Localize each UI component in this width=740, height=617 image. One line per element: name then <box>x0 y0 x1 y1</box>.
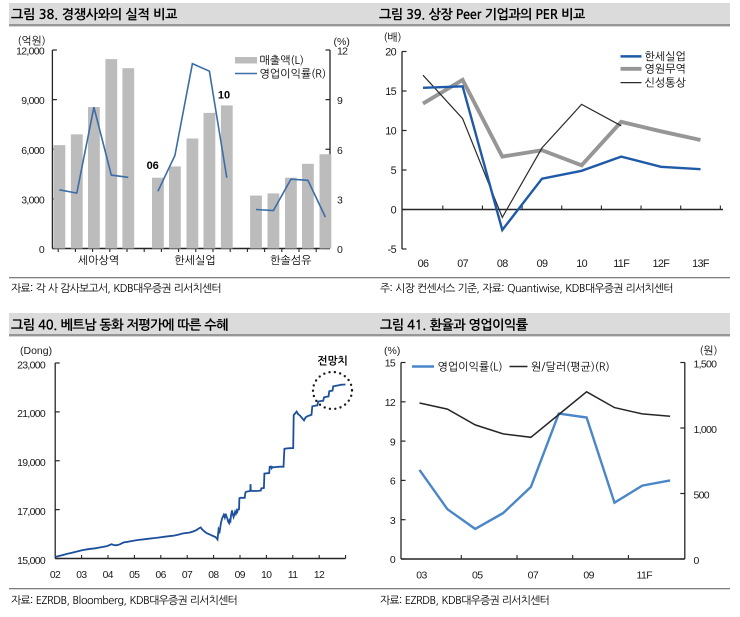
svg-text:19,000: 19,000 <box>17 457 46 469</box>
svg-text:1,500: 1,500 <box>694 359 718 371</box>
svg-text:08: 08 <box>497 258 508 270</box>
svg-text:15: 15 <box>385 86 396 98</box>
svg-text:6: 6 <box>337 145 343 157</box>
svg-text:04: 04 <box>103 570 114 581</box>
svg-text:17,000: 17,000 <box>17 506 46 518</box>
svg-text:07: 07 <box>182 570 193 581</box>
svg-text:(%): (%) <box>334 36 350 48</box>
svg-text:12: 12 <box>337 46 348 58</box>
svg-text:0: 0 <box>391 205 397 217</box>
svg-text:11F: 11F <box>637 570 653 582</box>
svg-text:10: 10 <box>576 258 587 270</box>
svg-text:10: 10 <box>218 89 230 101</box>
svg-text:12: 12 <box>385 397 396 409</box>
svg-text:07: 07 <box>528 570 539 582</box>
svg-text:(%): (%) <box>384 345 400 357</box>
svg-text:02: 02 <box>50 570 61 581</box>
svg-text:03: 03 <box>76 570 87 581</box>
svg-text:0: 0 <box>694 555 700 567</box>
svg-text:09: 09 <box>537 258 548 270</box>
svg-text:6: 6 <box>390 476 396 488</box>
svg-text:(Dong): (Dong) <box>20 345 52 357</box>
svg-text:10: 10 <box>385 126 396 138</box>
svg-text:3: 3 <box>390 515 396 527</box>
svg-text:12,000: 12,000 <box>16 46 45 58</box>
svg-text:15,000: 15,000 <box>17 555 46 567</box>
svg-text:13F: 13F <box>692 258 710 270</box>
svg-text:09: 09 <box>235 570 246 581</box>
svg-text:08: 08 <box>208 570 219 581</box>
svg-text:11F: 11F <box>613 258 630 270</box>
svg-text:1,000: 1,000 <box>694 424 718 436</box>
svg-text:23,000: 23,000 <box>17 359 46 371</box>
svg-text:9: 9 <box>390 436 396 448</box>
svg-text:9,000: 9,000 <box>21 95 45 107</box>
svg-text:21,000: 21,000 <box>17 408 46 420</box>
svg-text:05: 05 <box>129 570 140 581</box>
svg-text:0: 0 <box>39 244 45 256</box>
svg-text:5: 5 <box>391 165 397 177</box>
svg-text:06: 06 <box>155 570 166 581</box>
svg-text:06: 06 <box>418 258 429 270</box>
svg-text:12F: 12F <box>652 258 670 270</box>
svg-text:9: 9 <box>337 95 343 107</box>
svg-text:3,000: 3,000 <box>21 194 45 206</box>
svg-text:12: 12 <box>314 570 325 581</box>
svg-text:-5: -5 <box>388 244 397 256</box>
svg-text:500: 500 <box>694 490 710 502</box>
svg-text:3: 3 <box>337 194 343 206</box>
svg-text:03: 03 <box>416 570 427 582</box>
svg-text:09: 09 <box>583 570 594 582</box>
svg-text:6,000: 6,000 <box>21 145 45 157</box>
svg-text:20: 20 <box>385 47 396 59</box>
svg-text:11: 11 <box>288 570 298 581</box>
svg-text:0: 0 <box>390 554 396 566</box>
svg-text:06: 06 <box>147 160 159 172</box>
svg-text:10: 10 <box>261 570 272 581</box>
svg-text:0: 0 <box>337 244 343 256</box>
svg-text:07: 07 <box>457 258 468 270</box>
svg-text:15: 15 <box>385 358 396 370</box>
svg-text:05: 05 <box>472 570 483 582</box>
